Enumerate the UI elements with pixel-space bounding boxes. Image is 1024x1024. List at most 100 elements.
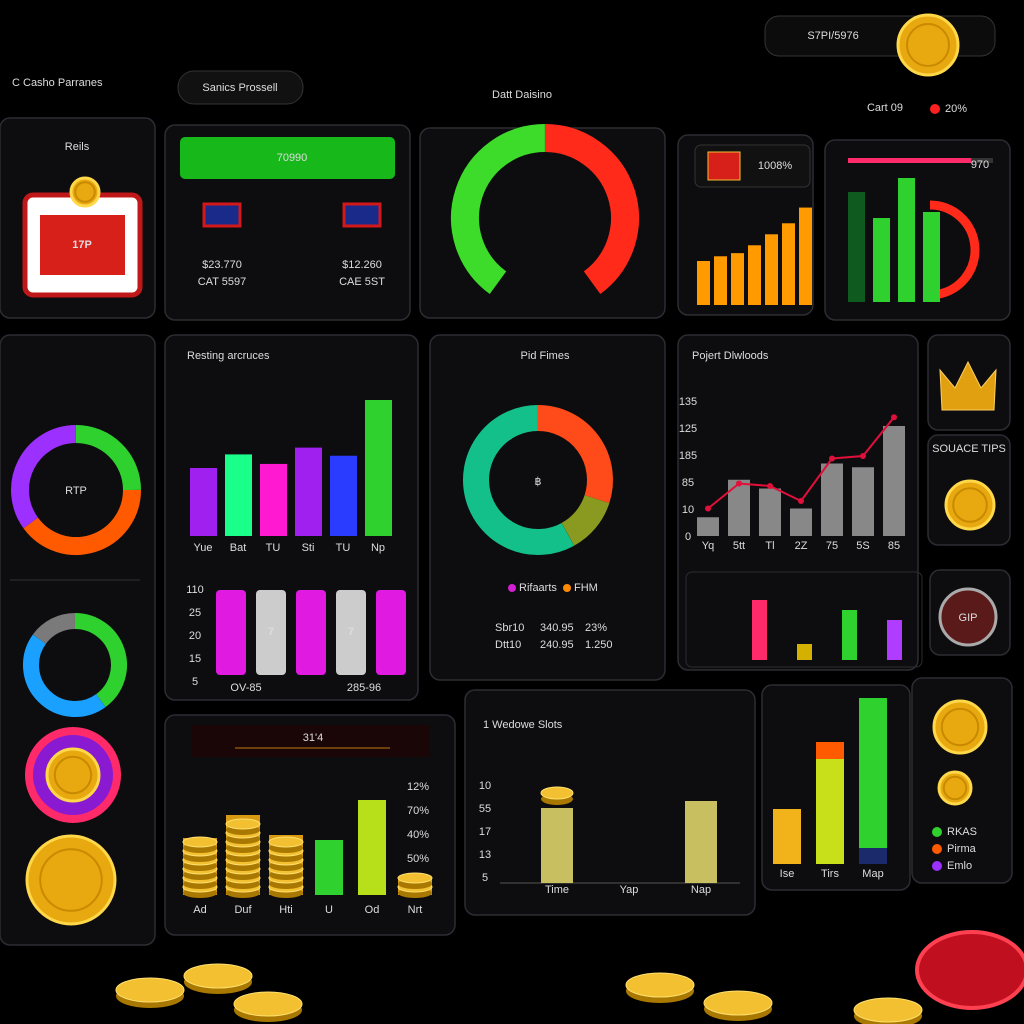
reel bbox=[296, 590, 326, 675]
x-tick-label: Nap bbox=[691, 884, 711, 896]
flag bbox=[202, 202, 242, 228]
x-tick-label: Nrt bbox=[408, 904, 423, 916]
strip-label: OV-85 bbox=[230, 682, 261, 694]
coin-inner bbox=[940, 707, 980, 747]
bar bbox=[790, 508, 812, 536]
bar bbox=[728, 479, 750, 536]
coin-top bbox=[183, 963, 253, 989]
cart: Cart 09 bbox=[867, 102, 903, 114]
balance: S7PI/5976 bbox=[807, 30, 858, 42]
coin-top bbox=[115, 977, 185, 1003]
row-cell: 1.250 bbox=[585, 639, 613, 651]
coin-top bbox=[703, 990, 773, 1016]
y-tick-label: 5 bbox=[192, 676, 198, 688]
bar bbox=[799, 207, 812, 305]
donut-segment bbox=[537, 405, 613, 504]
bar bbox=[358, 800, 386, 895]
flag bbox=[342, 202, 382, 228]
tile-label: SOUACE TIPS bbox=[932, 443, 1006, 455]
line-point bbox=[705, 505, 711, 512]
donut-segment bbox=[32, 613, 76, 645]
y-tick-label: 10 bbox=[479, 780, 491, 792]
coin-top bbox=[853, 997, 923, 1023]
arc bbox=[929, 200, 980, 299]
reel bbox=[376, 590, 406, 675]
donut-segment bbox=[11, 425, 77, 529]
x-tick-label: Ad bbox=[193, 904, 206, 916]
x-tick-label: U bbox=[325, 904, 333, 916]
jackpot-value: 70990 bbox=[277, 152, 308, 164]
coin-top bbox=[397, 872, 433, 884]
donut-segment bbox=[463, 405, 575, 555]
donut-segment bbox=[544, 124, 639, 294]
percent-label: 40% bbox=[407, 829, 429, 841]
x-tick-label: Od bbox=[365, 904, 380, 916]
x-tick-label: TU bbox=[336, 542, 351, 554]
panel bbox=[429, 334, 666, 681]
coin-inner bbox=[906, 23, 950, 67]
search-text: Sanics Prossell bbox=[202, 82, 277, 94]
bar bbox=[225, 454, 252, 536]
panel bbox=[464, 689, 756, 916]
strip-label: 285-96 bbox=[347, 682, 381, 694]
row-cell: 23% bbox=[585, 622, 607, 634]
center-symbol: ฿ bbox=[535, 476, 542, 488]
bar bbox=[759, 488, 781, 536]
gip-badge[interactable] bbox=[938, 587, 998, 647]
legend-label: Emlo bbox=[947, 860, 972, 872]
rtp-label: RTP bbox=[65, 485, 87, 497]
panel-title: Pid Fimes bbox=[521, 350, 570, 362]
y-tick-label: 13 bbox=[479, 849, 491, 861]
legend-label: FHM bbox=[574, 582, 598, 594]
code: CAT 5597 bbox=[198, 276, 247, 288]
bar bbox=[842, 610, 857, 660]
bar bbox=[315, 840, 343, 895]
coin-top bbox=[268, 836, 304, 848]
coin-top bbox=[233, 991, 303, 1017]
line-point bbox=[736, 480, 742, 487]
reel bbox=[256, 590, 286, 675]
y-tick-label: 125 bbox=[679, 423, 697, 435]
legend-swatch bbox=[508, 584, 516, 592]
donut-segment bbox=[451, 124, 546, 295]
bar-segment bbox=[773, 809, 801, 864]
bar bbox=[848, 192, 865, 302]
line-point bbox=[860, 453, 866, 459]
y-tick-label: 55 bbox=[479, 803, 491, 815]
code: CAE 5ST bbox=[339, 276, 385, 288]
jackpot-button[interactable] bbox=[180, 137, 395, 179]
bar bbox=[883, 426, 905, 536]
x-tick-label: Np bbox=[371, 542, 385, 554]
reel bbox=[216, 590, 246, 675]
reels-title: Reils bbox=[65, 141, 90, 153]
legend-swatch bbox=[932, 844, 942, 854]
search-box[interactable] bbox=[177, 70, 304, 105]
percent-label: 50% bbox=[407, 853, 429, 865]
x-tick-label: Duf bbox=[234, 904, 252, 916]
x-tick-label: Yq bbox=[702, 540, 714, 552]
percent-label: 70% bbox=[407, 805, 429, 817]
legend-swatch bbox=[932, 861, 942, 871]
x-tick-label: Yue bbox=[194, 542, 213, 554]
coin-top bbox=[540, 786, 574, 800]
row-cell: 240.95 bbox=[540, 639, 574, 651]
bar bbox=[765, 234, 778, 305]
coin-top bbox=[225, 818, 261, 830]
y-tick-label: 5 bbox=[482, 872, 488, 884]
x-tick-label: 75 bbox=[826, 540, 838, 552]
coin-top bbox=[625, 972, 695, 998]
donut-segment bbox=[23, 489, 141, 555]
x-tick-label: Ise bbox=[780, 868, 795, 880]
bar bbox=[782, 223, 795, 305]
legend-label: RKAS bbox=[947, 826, 977, 838]
bar bbox=[541, 808, 573, 883]
coin-inner bbox=[952, 487, 988, 523]
logo-text: 17P bbox=[72, 239, 92, 251]
mixed-label: 970 bbox=[971, 159, 989, 171]
logo-center bbox=[40, 215, 125, 275]
brand: C Casho Parranes bbox=[12, 77, 103, 89]
ribbon bbox=[192, 725, 430, 757]
bar-segment bbox=[816, 759, 844, 864]
